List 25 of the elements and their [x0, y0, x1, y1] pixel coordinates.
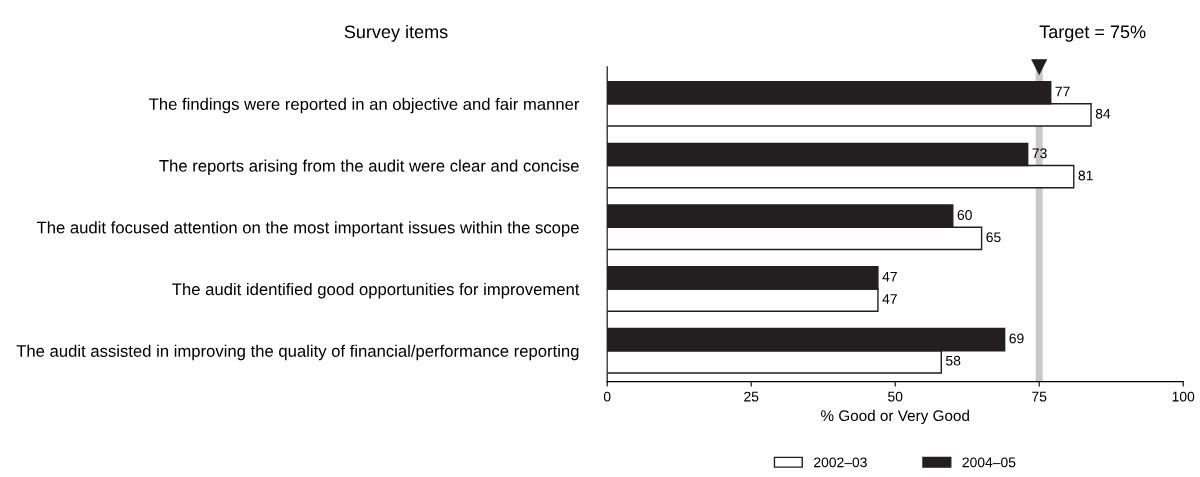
- y-tick-label: The audit identified good opportunities for improvement: [172, 282, 580, 299]
- legend-label: 2002–03: [814, 457, 867, 468]
- y-tick-label: The reports arising from the audit were clear and concise: [159, 159, 579, 176]
- y-tick-label: The audit assisted in improving the quality of financial/performance reporting: [16, 344, 579, 361]
- y-tick-label: The findings were reported in an objective and fair manner: [149, 97, 580, 114]
- data-label: 60: [957, 210, 972, 220]
- x-tick-label: 50: [888, 391, 903, 402]
- data-label: 81: [1078, 170, 1093, 181]
- text: Survey items: [344, 24, 448, 42]
- data-label: 77: [1055, 86, 1070, 97]
- data-label: 69: [1009, 333, 1024, 344]
- x-tick-label: 100: [1172, 391, 1195, 402]
- legend-label: 2004–05: [962, 457, 1016, 468]
- data-label: 84: [1095, 108, 1111, 119]
- ref-line-label: Target = 75%: [1039, 25, 1146, 42]
- x-tick-label: 0: [603, 391, 611, 402]
- data-label: 47: [882, 271, 897, 282]
- data-label: 47: [882, 294, 897, 304]
- x-axis-title: % Good or Very Good: [821, 409, 969, 425]
- x-tick-label: 75: [1032, 391, 1047, 402]
- y-tick-label: The audit focused attention on the most important issues within the scope: [36, 221, 579, 237]
- data-label: 73: [1032, 148, 1047, 159]
- data-label: 58: [946, 355, 961, 366]
- data-label: 65: [986, 232, 1001, 243]
- x-tick-label: 25: [744, 391, 759, 402]
